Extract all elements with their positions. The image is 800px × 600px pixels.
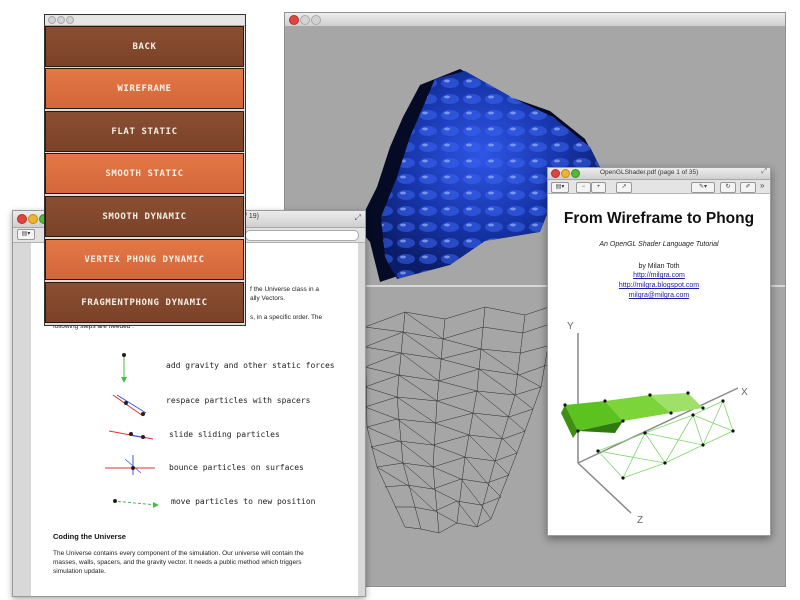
close-icon[interactable] xyxy=(48,16,56,24)
zoom-icon[interactable] xyxy=(66,16,74,24)
paragraph-text: f the Universe class in a xyxy=(250,286,320,293)
pdf-viewer-right: OpenGLShader.pdf (page 1 of 35) ⤢ ▤▾ − +… xyxy=(547,167,771,536)
axis-x-label: X xyxy=(741,387,748,398)
window-title: OpenGLShader.pdf (page 1 of 35) xyxy=(600,169,699,176)
bounce-diagram xyxy=(105,455,155,475)
smooth-static-button[interactable]: SMOOTH STATIC xyxy=(45,153,244,194)
close-icon[interactable] xyxy=(551,169,560,178)
author: by Milan Toth xyxy=(638,263,680,270)
zoom-out-icon[interactable]: − xyxy=(576,182,591,193)
sidebar-toggle-icon[interactable]: ▤▾ xyxy=(551,182,569,193)
blog-link[interactable]: http://milgra.blogspot.com xyxy=(618,282,700,289)
flat-static-button[interactable]: FLAT STATIC xyxy=(45,111,244,152)
paragraph-text: simulation update. xyxy=(53,568,106,575)
step-label: add gravity and other static forces xyxy=(166,361,335,370)
close-icon[interactable] xyxy=(17,214,27,224)
back-button[interactable]: BACK xyxy=(45,26,244,67)
render-viewport[interactable] xyxy=(285,27,785,586)
pdf-right-toolbar: ▤▾ − + ↗ ✎▾ ↻ ✐ » xyxy=(548,180,770,194)
minimize-icon[interactable] xyxy=(28,214,38,224)
annotate-icon[interactable]: ✎▾ xyxy=(691,182,715,193)
share-icon[interactable]: ↗ xyxy=(616,182,632,193)
minimize-icon[interactable] xyxy=(300,15,310,25)
fragment-phong-dynamic-button[interactable]: FRAGMENTPHONG DYNAMIC xyxy=(45,282,244,323)
vertex-phong-dynamic-button[interactable]: VERTEX PHONG DYNAMIC xyxy=(45,239,244,280)
wireframe-surface xyxy=(364,304,556,534)
minimize-icon[interactable] xyxy=(57,16,65,24)
paragraph-text: masses, walls, spacers, and the gravity … xyxy=(53,559,302,566)
zoom-in-icon[interactable]: + xyxy=(591,182,606,193)
smooth-dynamic-button[interactable]: SMOOTH DYNAMIC xyxy=(45,196,244,237)
section-heading: Coding the Universe xyxy=(53,532,126,541)
menu-window-titlebar xyxy=(45,15,245,26)
step-label: bounce particles on surfaces xyxy=(169,463,304,472)
paragraph-text: ally Vectors. xyxy=(250,295,286,302)
steps-diagram xyxy=(105,353,159,508)
document-title: From Wireframe to Phong xyxy=(563,210,755,227)
paragraph-text: following steps are needed : xyxy=(53,323,134,330)
paragraph-text: The Universe contains every component of… xyxy=(53,550,304,557)
search-input[interactable] xyxy=(245,230,359,241)
surface-render xyxy=(357,69,785,534)
step-label: slide sliding particles xyxy=(169,430,280,439)
window-title-fragment: / 19) xyxy=(245,213,260,220)
document-subtitle: An OpenGL Shader Language Tutorial xyxy=(599,241,719,248)
zoom-icon[interactable] xyxy=(571,169,580,178)
cover-illustration: Y X Z xyxy=(561,321,748,526)
wireframe-button[interactable]: WIREFRAME xyxy=(45,68,244,109)
fullscreen-icon[interactable]: ⤢ xyxy=(761,168,767,175)
rotate-icon[interactable]: ↻ xyxy=(720,182,736,193)
gravity-diagram xyxy=(121,353,127,383)
axis-y-label: Y xyxy=(567,321,574,332)
email-link[interactable]: milgra@milgra.com xyxy=(628,292,690,299)
sidebar-toggle-icon[interactable]: ▤▾ xyxy=(17,229,35,240)
mode-menu-window: BACK WIREFRAME FLAT STATIC SMOOTH STATIC… xyxy=(44,14,246,326)
step-label: respace particles with spacers xyxy=(166,396,311,405)
spacer-diagram xyxy=(112,394,147,417)
render-window-titlebar xyxy=(285,13,785,27)
edit-icon[interactable]: ✐ xyxy=(740,182,756,193)
zoom-icon[interactable] xyxy=(311,15,321,25)
move-diagram xyxy=(112,499,159,508)
step-label: move particles to new position xyxy=(171,497,316,506)
minimize-icon[interactable] xyxy=(561,169,570,178)
pdf-right-titlebar: OpenGLShader.pdf (page 1 of 35) ⤢ xyxy=(548,168,770,180)
fullscreen-icon[interactable]: ⤢ xyxy=(354,213,361,222)
overflow-icon[interactable]: » xyxy=(760,181,765,190)
close-icon[interactable] xyxy=(289,15,299,25)
slide-diagram xyxy=(108,430,154,440)
website-link[interactable]: http://milgra.com xyxy=(633,272,685,279)
axis-z-label: Z xyxy=(637,515,643,526)
paragraph-text: s, in a specific order. The xyxy=(250,314,323,321)
